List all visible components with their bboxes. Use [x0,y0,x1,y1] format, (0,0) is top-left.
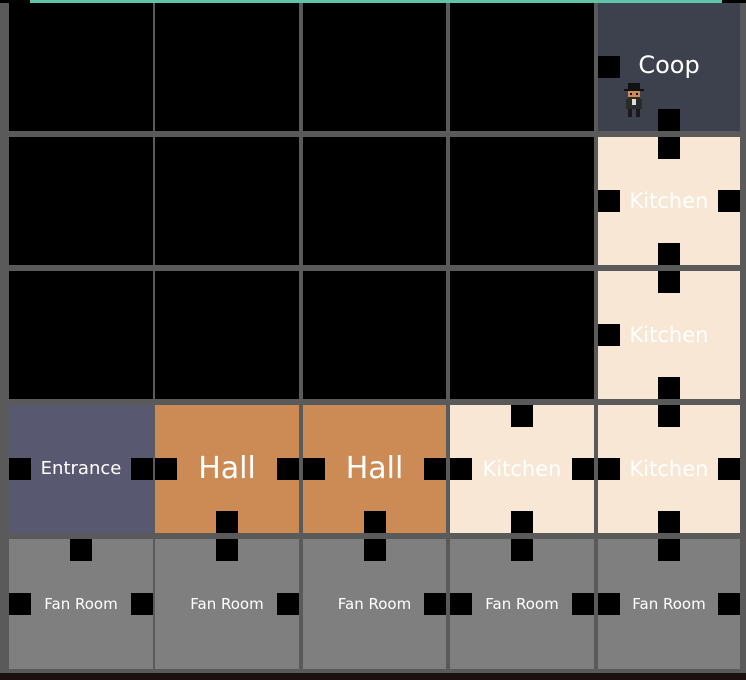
door-bottom[interactable] [216,511,238,533]
door-top[interactable] [363,539,386,561]
door-left[interactable] [450,593,472,615]
room-hall[interactable]: Hall [155,405,299,533]
door-right[interactable] [131,593,153,615]
door-top[interactable] [658,271,680,293]
door-top[interactable] [511,405,533,427]
unexplored-cell[interactable] [9,271,153,399]
door-bottom[interactable] [658,243,680,265]
door-top[interactable] [216,539,238,561]
unexplored-cell[interactable] [450,3,594,131]
door-left[interactable] [9,458,31,480]
door-top[interactable] [511,539,533,561]
door-bottom[interactable] [658,109,680,131]
unexplored-cell[interactable] [450,271,594,399]
room-fan-room[interactable]: Fan Room [450,539,594,669]
unexplored-cell[interactable] [303,271,446,399]
top-accent-bar [30,0,722,3]
top-hat-character-icon[interactable] [624,83,644,117]
room-label: Fan Room [337,594,412,613]
unexplored-cell[interactable] [9,137,153,265]
unexplored-cell[interactable] [303,137,446,265]
door-right[interactable] [572,458,594,480]
door-left[interactable] [9,593,31,615]
door-right[interactable] [131,458,153,480]
door-right[interactable] [277,593,299,615]
door-top[interactable] [658,539,680,561]
door-bottom[interactable] [658,377,680,399]
room-label: Coop [638,51,700,79]
unexplored-cell[interactable] [303,3,446,131]
door-right[interactable] [718,458,740,480]
room-kitchen[interactable]: Kitchen [598,271,740,399]
bottom-strip [0,673,746,680]
door-right[interactable] [718,190,740,212]
unexplored-cell[interactable] [450,137,594,265]
room-kitchen[interactable]: Kitchen [598,137,740,265]
door-left[interactable] [450,458,472,480]
room-fan-room[interactable]: Fan Room [598,539,740,669]
door-right[interactable] [572,593,594,615]
room-fan-room[interactable]: Fan Room [155,539,299,669]
room-kitchen[interactable]: Kitchen [598,405,740,533]
door-bottom[interactable] [511,511,533,533]
door-left[interactable] [598,458,620,480]
room-label: Kitchen [482,456,562,481]
door-left[interactable] [598,593,620,615]
door-bottom[interactable] [363,511,386,533]
door-right[interactable] [277,458,299,480]
room-label: Fan Room [190,594,264,613]
door-right[interactable] [424,593,446,615]
room-label: Hall [345,451,404,486]
door-right[interactable] [424,458,446,480]
door-top[interactable] [658,137,680,159]
room-label: Hall [198,451,256,486]
room-label: Entrance [40,458,122,479]
dungeon-map-grid: Coop Kitchen Kitchen Entrance Hall Hall Kitche… [0,3,746,680]
room-entrance[interactable]: Entrance [9,405,153,533]
door-right[interactable] [718,593,740,615]
door-left[interactable] [303,458,325,480]
door-top[interactable] [658,405,680,427]
door-bottom[interactable] [658,511,680,533]
unexplored-cell[interactable] [155,137,299,265]
unexplored-cell[interactable] [155,271,299,399]
room-label: Fan Room [485,594,559,613]
door-left[interactable] [155,458,177,480]
room-kitchen[interactable]: Kitchen [450,405,594,533]
door-left[interactable] [598,324,620,346]
room-label: Fan Room [632,594,706,613]
door-left[interactable] [598,56,620,78]
door-left[interactable] [598,190,620,212]
unexplored-cell[interactable] [155,3,299,131]
room-label: Kitchen [629,188,709,213]
door-top[interactable] [70,539,92,561]
room-coop[interactable]: Coop [598,3,740,131]
room-fan-room[interactable]: Fan Room [9,539,153,669]
room-fan-room[interactable]: Fan Room [303,539,446,669]
unexplored-cell[interactable] [9,3,153,131]
room-hall[interactable]: Hall [303,405,446,533]
room-label: Kitchen [629,322,709,347]
room-label: Fan Room [44,594,118,613]
room-label: Kitchen [629,456,709,481]
